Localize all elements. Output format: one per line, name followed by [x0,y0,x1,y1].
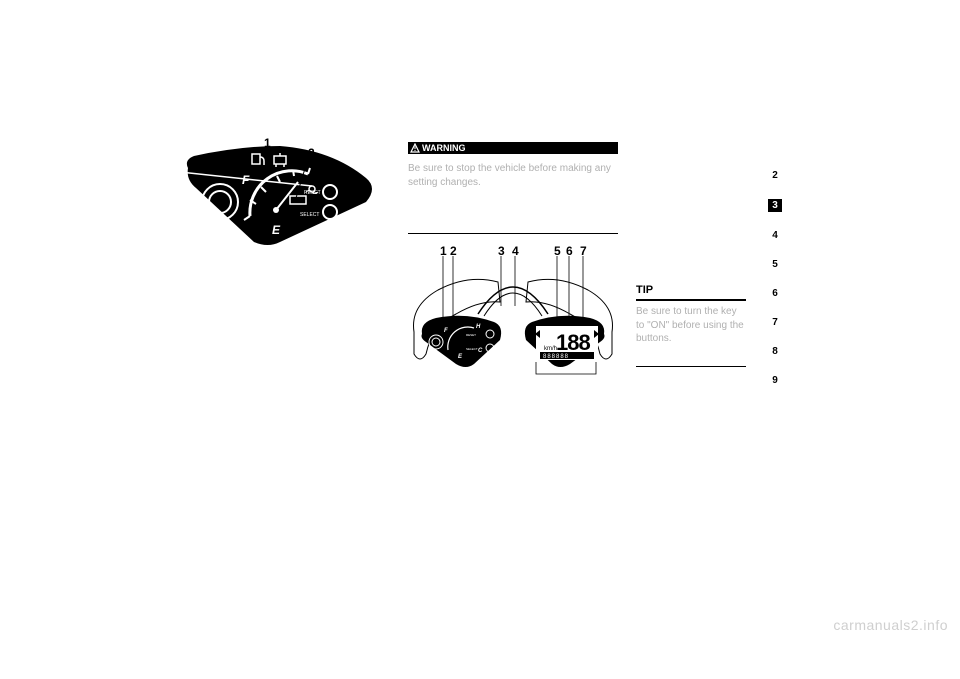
callout-2: 2 [308,146,315,160]
chapter-tabs: 2 3 4 5 6 7 8 9 [768,170,782,386]
content: 1 2 [180,140,740,500]
dash-callout-6: 6 [566,244,573,258]
warning-rule [470,142,619,154]
svg-text:888888: 888888 [543,354,569,360]
dash-callout-4: 4 [512,244,519,258]
callout-1: 1 [264,136,271,150]
tip-body: Be sure to turn the key to "ON" before u… [636,305,746,346]
dash-callout-5: 5 [554,244,561,258]
column-middle: WARNING Be sure to stop the vehicle befo… [408,140,618,500]
tab-7[interactable]: 7 [768,317,782,328]
watermark: carmanuals2.info [833,617,948,633]
tab-9[interactable]: 9 [768,375,782,386]
svg-text:C: C [478,348,483,354]
warning-icon: WARNING [408,142,470,154]
svg-text:F: F [444,328,448,334]
warning-label: WARNING [422,143,466,153]
dash-callout-1: 1 [440,244,447,258]
fuel-gauge-svg: F E RESET SELECT [180,140,380,250]
dash-callout-7: 7 [580,244,587,258]
tip-bar: TIP [636,280,746,301]
warning-bar: WARNING [408,140,618,156]
svg-text:km/h: km/h [544,346,557,352]
tab-2[interactable]: 2 [768,170,782,181]
divider-2 [636,366,746,367]
tab-4[interactable]: 4 [768,230,782,241]
page: 1 2 [0,0,960,679]
dash-callout-3: 3 [498,244,505,258]
label-select: SELECT [300,212,319,218]
warning-body: Be sure to stop the vehicle before makin… [408,162,618,189]
tab-6[interactable]: 6 [768,288,782,299]
svg-text:RESET: RESET [466,333,476,337]
column-right: TIP Be sure to turn the key to "ON" befo… [636,140,746,500]
label-reset: RESET [304,190,321,196]
tab-8[interactable]: 8 [768,346,782,357]
dashboard-svg: F E H C RESET SELECT [408,244,618,394]
dash-callout-2: 2 [450,244,457,258]
column-left: 1 2 [180,140,390,500]
fuel-gauge-diagram: 1 2 [180,140,380,250]
label-empty: E [272,223,281,237]
tip-label: TIP [636,284,653,296]
svg-text:SELECT: SELECT [466,347,478,351]
svg-text:188: 188 [556,330,590,355]
tab-3[interactable]: 3 [768,199,782,212]
dashboard-diagram: 1 2 3 4 5 6 7 [408,244,618,394]
divider [408,233,618,234]
svg-text:H: H [476,324,481,330]
tab-5[interactable]: 5 [768,259,782,270]
